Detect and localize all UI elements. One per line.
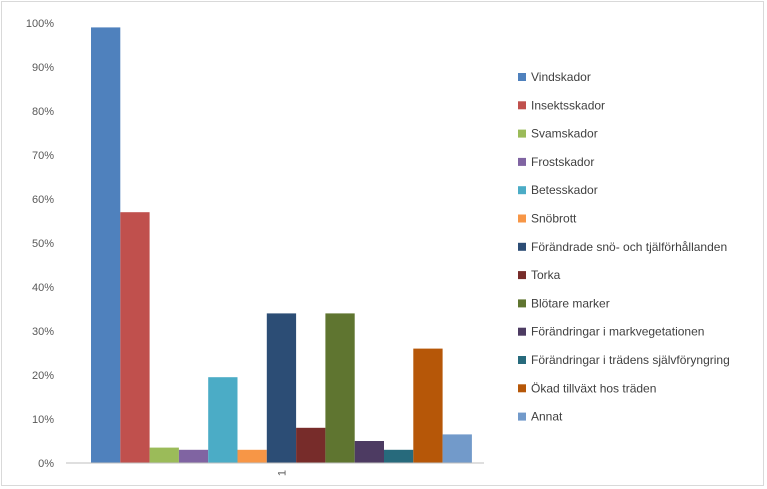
legend-label: Förändringar i trädens självföryngring (531, 353, 730, 367)
legend-label: Torka (531, 268, 561, 282)
x-tick-label: 1 (276, 470, 288, 476)
bar (208, 377, 238, 463)
legend-swatch (518, 271, 526, 280)
legend-label: Förändringar i markvegetationen (531, 325, 704, 339)
legend-swatch (518, 242, 526, 251)
legend-label: Snöbrott (531, 212, 577, 226)
y-tick-label: 40% (32, 282, 54, 294)
bar (384, 449, 414, 463)
bar (266, 313, 297, 463)
legend-label: Vindskador (531, 70, 591, 84)
y-tick-label: 0% (38, 458, 54, 470)
legend-label: Frostskador (531, 155, 594, 169)
y-tick-label: 70% (32, 150, 54, 162)
legend-swatch (518, 73, 526, 81)
legend-label: Svamskador (531, 127, 598, 141)
y-tick-label: 90% (32, 62, 54, 74)
bar (413, 348, 443, 463)
bar (325, 313, 355, 463)
legend-label: Blötare marker (531, 296, 610, 310)
bar (120, 212, 150, 463)
y-tick-label: 10% (32, 414, 54, 426)
legend-swatch (518, 412, 526, 421)
y-tick-label: 100% (26, 18, 54, 30)
legend-label: Förändrade snö- och tjälförhållanden (531, 240, 727, 254)
legend-label: Betesskador (531, 183, 598, 197)
bar (178, 449, 209, 463)
bar (296, 427, 326, 463)
y-tick-label: 50% (32, 238, 54, 250)
legend-swatch (518, 186, 526, 195)
y-tick-label: 20% (32, 370, 54, 382)
legend-swatch (518, 157, 526, 166)
y-axis: 0% 10% 20% 30% 40% 50% 60% 70% 80% 90% 100% (26, 18, 54, 470)
bar (354, 441, 384, 463)
y-tick-label: 60% (32, 194, 54, 206)
bar (149, 447, 179, 463)
legend-swatch (518, 327, 526, 336)
bar (91, 27, 121, 464)
legend-label: Ökad tillväxt hos träden (531, 381, 656, 395)
legend-label: Insektsskador (531, 98, 605, 112)
bar (442, 434, 472, 463)
legend-swatch (518, 101, 526, 110)
legend-label: Annat (531, 410, 563, 424)
legend-swatch (518, 214, 526, 223)
legend-swatch (518, 384, 526, 393)
y-tick-label: 30% (32, 326, 54, 338)
legend-swatch (518, 356, 526, 364)
bar-series-group (91, 27, 472, 464)
legend: Vindskador Insektsskador Svamskador Frostsk… (518, 70, 730, 424)
bar (237, 449, 267, 463)
y-tick-label: 80% (32, 106, 54, 118)
legend-swatch (518, 299, 526, 308)
legend-swatch (518, 129, 526, 138)
